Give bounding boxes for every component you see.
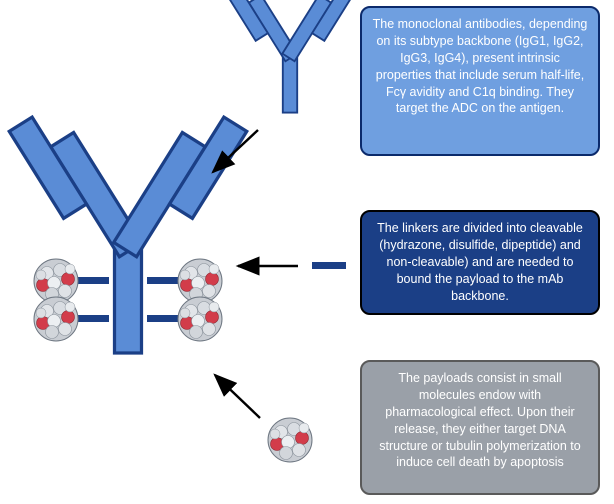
antibody-text-box: The monoclonal antibodies, depending on … <box>360 6 600 156</box>
adc-main <box>9 103 247 353</box>
antibody-small-icon <box>227 0 354 113</box>
arrow-payload <box>215 375 260 418</box>
linker-isolated-icon <box>312 262 346 269</box>
linker-bar <box>75 315 109 322</box>
payload-text-box: The payloads consist in small molecules … <box>360 360 600 495</box>
linker-bar <box>147 315 181 322</box>
linker-text-box: The linkers are divided into cleavable (… <box>360 210 600 315</box>
linker-bar <box>147 277 181 284</box>
linker-bar <box>75 277 109 284</box>
payload-isolated-icon <box>268 418 312 462</box>
